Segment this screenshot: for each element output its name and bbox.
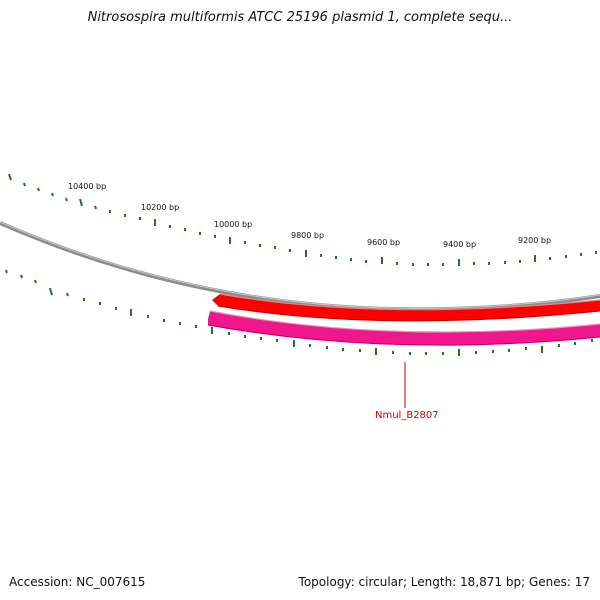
topology-summary: Topology: circular; Length: 18,871 bp; G…: [298, 575, 590, 589]
minor-tick: [23, 182, 26, 187]
scale-label: 9800 bp: [291, 231, 324, 240]
minor-tick: [65, 197, 68, 202]
minor-tick: [37, 187, 40, 192]
cds-bar[interactable]: [207, 310, 600, 346]
accession-text: Accession: NC_007615: [9, 575, 146, 589]
scale-label: 9600 bp: [367, 238, 400, 247]
scale-label: 10000 bp: [214, 220, 252, 229]
minor-tick: [66, 292, 69, 297]
outer-tick-ring: [8, 173, 597, 266]
minor-tick: [20, 274, 23, 279]
gene-label[interactable]: Nmul_B2807: [375, 410, 439, 421]
major-tick: [79, 198, 83, 207]
minor-tick: [34, 279, 37, 284]
scale-label: 10200 bp: [141, 203, 179, 212]
major-tick: [8, 173, 12, 181]
major-tick: [49, 287, 53, 296]
page-title: Nitrosospira multiformis ATCC 25196 plas…: [87, 10, 513, 25]
scale-labels: 10400 bp 10200 bp 10000 bp 9800 bp 9600 …: [68, 182, 551, 249]
minor-tick: [94, 205, 97, 210]
scale-label: 9200 bp: [518, 236, 551, 245]
scale-label: 9400 bp: [443, 240, 476, 249]
gene-arrow[interactable]: [212, 293, 600, 322]
inner-tick-ring: [5, 269, 593, 356]
gene-label-callout[interactable]: Nmul_B2807: [375, 362, 439, 421]
minor-tick: [5, 269, 8, 274]
minor-tick: [51, 192, 54, 197]
scale-label: 10400 bp: [68, 182, 106, 191]
